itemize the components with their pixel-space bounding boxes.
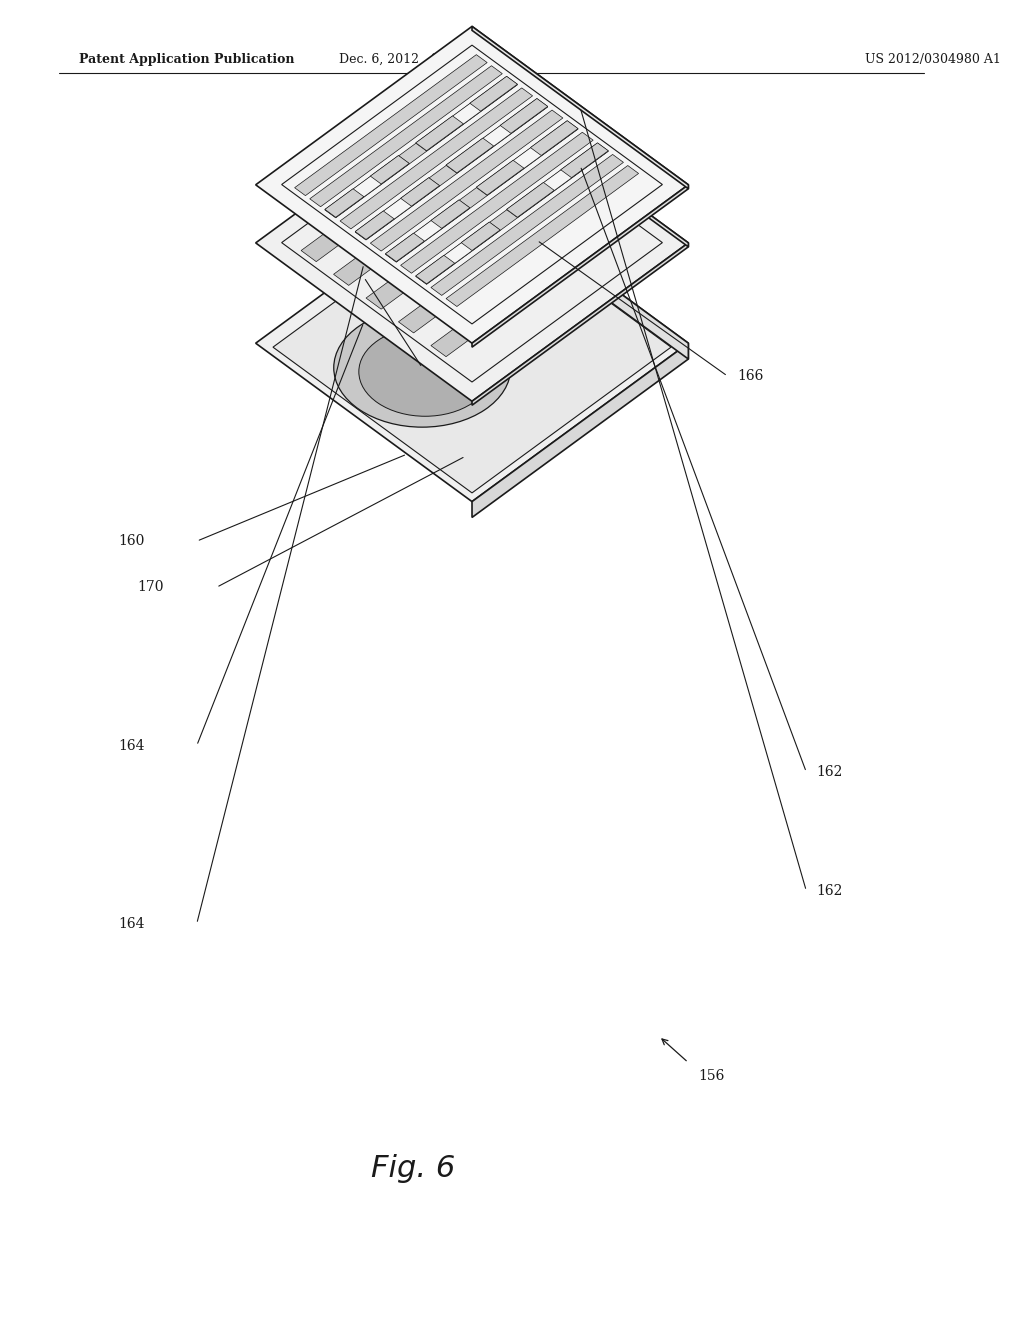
- Polygon shape: [295, 54, 487, 195]
- Polygon shape: [400, 178, 439, 206]
- Polygon shape: [256, 26, 688, 343]
- Polygon shape: [472, 243, 688, 405]
- Polygon shape: [256, 185, 688, 502]
- Text: 170: 170: [137, 581, 164, 594]
- Polygon shape: [385, 234, 424, 261]
- Polygon shape: [416, 144, 608, 284]
- Text: 164: 164: [118, 739, 144, 752]
- Polygon shape: [385, 121, 578, 263]
- Polygon shape: [416, 77, 517, 150]
- Polygon shape: [416, 255, 455, 284]
- Polygon shape: [472, 185, 688, 359]
- Polygon shape: [476, 121, 578, 195]
- Polygon shape: [371, 156, 410, 183]
- Polygon shape: [325, 189, 364, 218]
- Polygon shape: [446, 99, 548, 173]
- Polygon shape: [446, 165, 639, 306]
- Polygon shape: [334, 141, 530, 285]
- Polygon shape: [325, 77, 517, 218]
- Polygon shape: [400, 132, 593, 273]
- Polygon shape: [398, 189, 595, 333]
- Polygon shape: [355, 99, 548, 240]
- Text: 166: 166: [737, 370, 764, 383]
- Text: US 2012/0304980 A1: US 2012/0304980 A1: [865, 53, 1001, 66]
- Polygon shape: [500, 99, 548, 133]
- Polygon shape: [507, 143, 608, 218]
- Polygon shape: [472, 185, 688, 347]
- Polygon shape: [431, 154, 624, 296]
- Ellipse shape: [334, 309, 511, 428]
- Polygon shape: [366, 165, 563, 309]
- Polygon shape: [309, 66, 503, 207]
- Text: Fig. 6: Fig. 6: [371, 1154, 455, 1183]
- Polygon shape: [355, 211, 394, 239]
- Text: 156: 156: [698, 1069, 725, 1082]
- Polygon shape: [371, 110, 563, 251]
- Polygon shape: [472, 26, 688, 189]
- Text: 162: 162: [816, 884, 843, 898]
- Text: 164: 164: [118, 917, 144, 931]
- Text: Dec. 6, 2012   Sheet 6 of 7: Dec. 6, 2012 Sheet 6 of 7: [339, 53, 507, 66]
- Polygon shape: [472, 343, 688, 517]
- Polygon shape: [446, 139, 494, 173]
- Polygon shape: [461, 222, 500, 251]
- Polygon shape: [325, 156, 410, 218]
- Polygon shape: [416, 116, 463, 150]
- Text: 162: 162: [816, 766, 843, 779]
- Polygon shape: [385, 201, 470, 261]
- Polygon shape: [530, 120, 578, 156]
- Polygon shape: [472, 84, 688, 247]
- Ellipse shape: [358, 327, 492, 416]
- Polygon shape: [507, 182, 554, 218]
- Text: Patent Application Publication: Patent Application Publication: [79, 53, 294, 66]
- Polygon shape: [355, 178, 439, 240]
- Polygon shape: [431, 199, 470, 228]
- Polygon shape: [256, 84, 688, 401]
- Text: 160: 160: [118, 535, 144, 548]
- Polygon shape: [431, 213, 628, 356]
- Polygon shape: [340, 88, 532, 228]
- Polygon shape: [561, 143, 608, 178]
- Polygon shape: [301, 117, 498, 261]
- Polygon shape: [273, 202, 671, 492]
- Polygon shape: [470, 77, 517, 111]
- Polygon shape: [416, 222, 500, 284]
- Text: 168: 168: [305, 257, 331, 271]
- Polygon shape: [476, 160, 524, 195]
